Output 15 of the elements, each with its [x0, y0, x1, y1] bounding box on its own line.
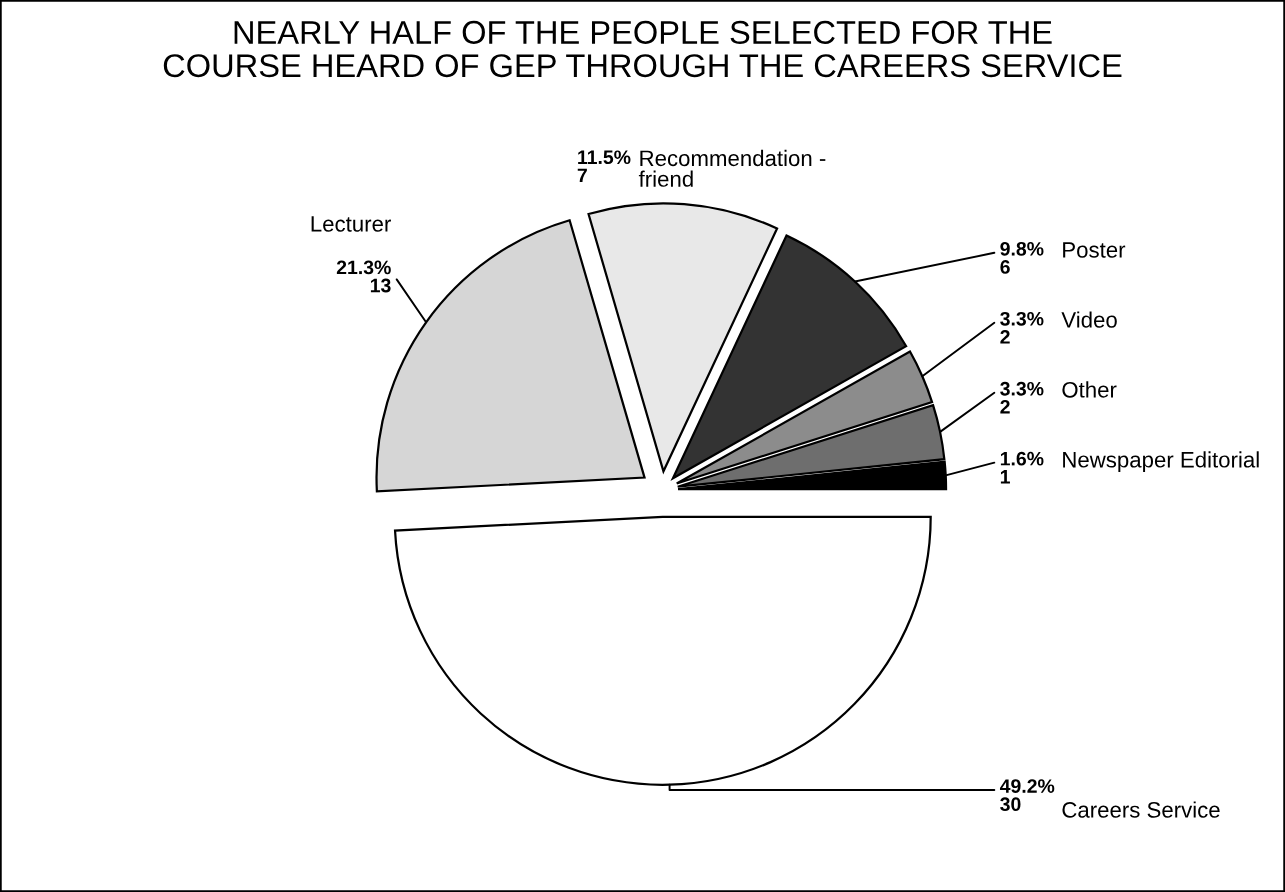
data-label: 9.8% 6: [1000, 241, 1044, 274]
data-label: 21.3% 13: [336, 260, 391, 293]
slice-label: Poster: [1063, 242, 1126, 258]
slice-label: Careers Service: [1062, 801, 1220, 818]
data-label: 3.3% 2: [1000, 381, 1044, 414]
data-label: 3.3% 2: [1000, 311, 1044, 344]
slice-label: Newspaper Editorial: [1063, 451, 1259, 472]
slice-label: Lecturer: [311, 216, 391, 232]
data-label: 11.5% 7: [577, 150, 631, 183]
slice-label: Recommendation - friend: [638, 149, 826, 187]
chart-title: NEARLY HALF OF THE PEOPLE SELECTED FOR THE COURSE HEARD OF GEP THROUGH THE CAREERS SERVICE: [163, 20, 1122, 78]
slice-label: Video: [1061, 311, 1117, 328]
data-label: 1.6% 1: [1000, 451, 1044, 484]
slice-label: Other: [1062, 381, 1117, 398]
data-label: 49.2% 30: [999, 779, 1055, 812]
